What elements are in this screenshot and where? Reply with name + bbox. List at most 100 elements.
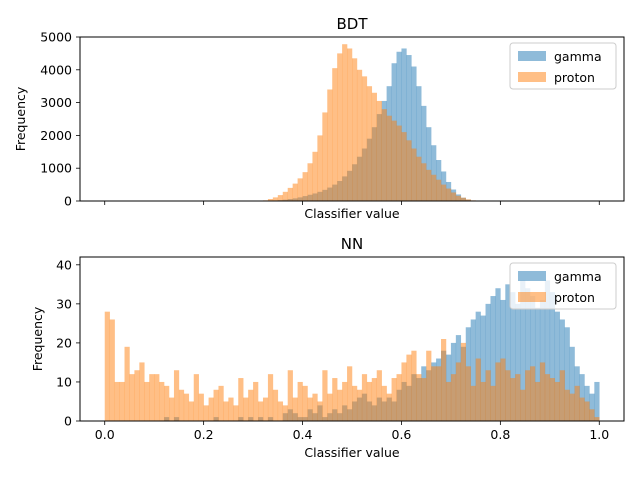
proton-bar xyxy=(381,385,387,421)
proton-bar xyxy=(203,405,209,421)
proton-bar xyxy=(480,381,486,421)
proton-bar xyxy=(139,362,145,421)
proton-bar xyxy=(549,378,556,421)
proton-bar xyxy=(450,192,457,201)
y-tick-label: 3000 xyxy=(40,95,72,110)
proton-bar xyxy=(277,195,284,201)
proton-bar xyxy=(149,374,155,421)
proton-bar xyxy=(436,179,442,201)
proton-bar xyxy=(406,354,412,421)
proton-bar xyxy=(327,393,333,421)
proton-bar xyxy=(277,401,284,421)
gamma-bar xyxy=(490,296,496,421)
legend-swatch-proton xyxy=(518,292,546,302)
proton-bar xyxy=(589,409,595,421)
proton-bar xyxy=(272,389,279,421)
gamma-bar xyxy=(539,299,546,421)
x-axis-label: Classifier value xyxy=(304,445,399,460)
proton-bar xyxy=(356,389,363,421)
proton-bar xyxy=(431,174,437,201)
nn-panel: 0.0 0.2 0.4 0.6 0.8 1.0 0 10 20 30 40 NN Classifier … xyxy=(30,235,625,460)
proton-bar xyxy=(436,366,442,421)
proton-bar xyxy=(282,191,288,201)
proton-bar xyxy=(510,378,516,421)
proton-bar xyxy=(342,44,348,201)
gamma-bar xyxy=(470,319,476,421)
proton-bar xyxy=(485,370,491,421)
proton-bar xyxy=(426,350,432,421)
proton-bar xyxy=(173,370,180,421)
proton-bar xyxy=(332,68,338,201)
gamma-bar xyxy=(544,280,551,421)
proton-bar xyxy=(337,53,343,202)
x-tick-label: 0.6 xyxy=(392,427,412,442)
proton-bar xyxy=(327,89,333,201)
proton-bar xyxy=(406,140,412,201)
gamma-bar xyxy=(505,284,511,421)
gamma-bar xyxy=(495,288,501,421)
proton-bar xyxy=(421,378,427,421)
proton-bar xyxy=(262,397,269,421)
proton-bar xyxy=(223,401,229,421)
proton-bar xyxy=(287,370,293,421)
proton-bar xyxy=(218,385,224,421)
proton-bar xyxy=(267,199,274,201)
proton-bar xyxy=(352,58,358,201)
proton-bar xyxy=(144,381,150,421)
gamma-bar xyxy=(401,48,407,202)
proton-bar xyxy=(426,169,432,201)
legend: gamma proton xyxy=(509,262,617,310)
proton-bar xyxy=(352,385,358,421)
proton-bar xyxy=(302,172,308,201)
y-tick-label: 5000 xyxy=(40,30,72,45)
proton-bar xyxy=(208,397,214,421)
legend-label-proton: proton xyxy=(554,290,595,305)
gamma-bar xyxy=(534,307,541,421)
x-tick-label: 0.0 xyxy=(95,427,115,442)
gamma-bar xyxy=(520,280,526,421)
gamma-bar xyxy=(406,55,412,201)
proton-bar xyxy=(282,405,288,421)
proton-bar xyxy=(248,389,254,421)
proton-bar xyxy=(465,199,471,201)
y-tick-label: 0 xyxy=(64,414,72,429)
proton-bar xyxy=(342,381,348,421)
proton-bar xyxy=(134,370,140,421)
proton-bar xyxy=(386,115,392,201)
proton-bar xyxy=(450,374,457,421)
y-tick-label: 0 xyxy=(64,194,72,209)
proton-bar xyxy=(411,350,417,421)
proton-bar xyxy=(238,378,244,421)
proton-bar xyxy=(441,339,447,421)
proton-bar xyxy=(559,370,565,421)
gamma-bar xyxy=(426,127,432,201)
proton-bar xyxy=(391,120,397,201)
gamma-bar xyxy=(421,105,427,201)
proton-bar xyxy=(322,112,328,201)
axes-frame xyxy=(79,36,625,202)
y-axis-label: Frequency xyxy=(30,306,45,371)
proton-bar xyxy=(530,366,536,421)
proton-bar xyxy=(129,374,135,421)
proton-bar xyxy=(421,163,427,201)
proton-bar xyxy=(520,389,526,421)
gamma-bar xyxy=(530,296,536,421)
proton-bar xyxy=(356,69,363,201)
proton-bar xyxy=(396,125,402,201)
gamma-bar xyxy=(569,346,575,421)
gamma-bar xyxy=(480,315,486,421)
proton-bar xyxy=(109,319,115,421)
proton-bar xyxy=(332,378,338,421)
proton-bar xyxy=(455,362,462,421)
x-tick-label: 1.0 xyxy=(589,427,609,442)
gamma-bar xyxy=(510,292,516,421)
proton-bar xyxy=(416,156,422,201)
proton-bar xyxy=(169,397,175,421)
gamma-bar xyxy=(549,292,556,421)
proton-bar xyxy=(253,381,259,421)
proton-bar xyxy=(337,389,343,421)
y-tick-label: 20 xyxy=(56,335,72,350)
proton-bar xyxy=(539,362,546,421)
legend-swatch-proton xyxy=(518,72,546,82)
proton-bar xyxy=(317,401,323,421)
